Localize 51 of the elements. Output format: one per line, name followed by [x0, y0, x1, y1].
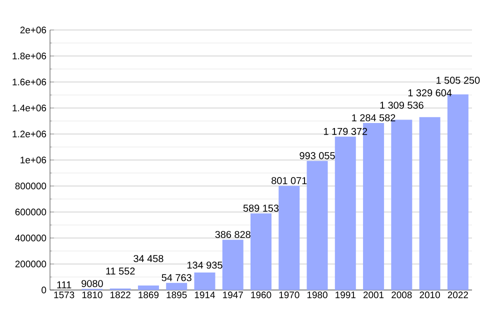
x-tick-label: 1810 — [82, 292, 102, 298]
y-tick-label: 1.6e+06 — [12, 78, 46, 86]
data-label: 9080 — [82, 280, 103, 288]
bar — [222, 240, 244, 290]
x-tick-label: 1980 — [307, 292, 328, 298]
x-tick-label: 2010 — [420, 292, 440, 298]
data-label: 589 153 — [243, 204, 279, 212]
data-label: 111 — [57, 281, 72, 288]
y-tick-label: 1.8e+06 — [12, 52, 46, 60]
data-label: 134 935 — [187, 262, 222, 269]
data-label: 1 284 582 — [352, 114, 396, 122]
x-tick-label: 1869 — [138, 292, 159, 298]
bar — [166, 282, 188, 290]
x-tick-label: 2001 — [363, 292, 384, 298]
x-tick-label: 1573 — [54, 292, 74, 298]
data-label: 1 179 372 — [324, 128, 368, 135]
data-label: 54 763 — [162, 274, 192, 282]
y-tick-label: 600000 — [15, 208, 46, 216]
y-tick-label: 200000 — [15, 260, 46, 268]
x-tick-label: 2008 — [392, 292, 412, 298]
data-label: 1 309 536 — [380, 102, 424, 109]
data-label: 386 828 — [215, 230, 250, 238]
y-tick-label: 2e+06 — [20, 26, 46, 34]
x-tick-label: 1822 — [110, 292, 130, 298]
x-tick-label: 1895 — [166, 292, 187, 298]
data-label: 993 055 — [300, 152, 335, 160]
x-tick-label: 1991 — [336, 292, 356, 298]
data-label: 1 329 604 — [408, 89, 452, 96]
x-tick-label: 1947 — [223, 292, 243, 298]
bar — [250, 213, 272, 290]
x-tick-label: 1914 — [194, 292, 215, 298]
bar — [419, 117, 440, 290]
data-label: 11 552 — [106, 268, 135, 275]
bar — [306, 160, 328, 290]
x-tick-label: 1960 — [251, 292, 272, 298]
y-tick-label: 1e+06 — [20, 156, 46, 164]
data-label: 801 071 — [272, 177, 307, 184]
y-tick-label: 1.2e+06 — [12, 130, 46, 138]
y-tick-label: 0 — [42, 286, 46, 294]
y-tick-label: 800000 — [15, 182, 46, 190]
bar — [391, 120, 412, 290]
data-label: 1 505 250 — [436, 76, 480, 84]
bar — [138, 286, 159, 290]
y-tick-label: 400000 — [15, 234, 46, 242]
bar — [278, 186, 300, 290]
data-label: 34 458 — [134, 255, 164, 262]
x-tick-label: 2022 — [448, 292, 468, 298]
y-tick-label: 1.4e+06 — [12, 104, 46, 112]
bar — [334, 136, 356, 290]
x-tick-label: 1970 — [279, 292, 300, 298]
bar — [194, 272, 216, 290]
